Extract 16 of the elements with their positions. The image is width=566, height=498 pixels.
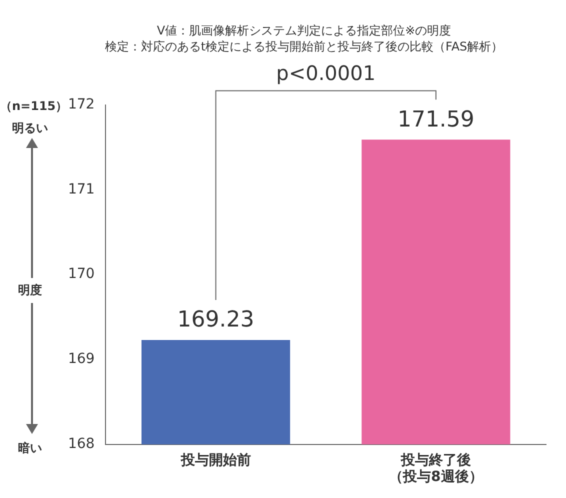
text: 暗い bbox=[18, 440, 42, 457]
y-tick-label: 168 bbox=[68, 436, 95, 452]
y-tick-label: 170 bbox=[68, 266, 95, 282]
text: （n=115） bbox=[0, 98, 68, 115]
y-axis-title: 明度 bbox=[18, 278, 42, 303]
data-label: 169.23 bbox=[177, 308, 254, 333]
chart-subtitle: 検定：対応のあるt検定による投与開始前と投与終了後の比較（FAS解析） bbox=[104, 40, 504, 54]
y-tick-label: 172 bbox=[68, 96, 95, 112]
chart-title: V値：肌画像解析システム判定による指定部位※の明度 bbox=[156, 23, 452, 38]
text: 明るい bbox=[12, 120, 48, 137]
x-tick-label: 投与開始前 bbox=[180, 452, 251, 468]
data-label: 171.59 bbox=[397, 107, 474, 132]
y-tick-label: 171 bbox=[68, 181, 95, 198]
y-tick-label: 169 bbox=[68, 351, 95, 368]
text: p<0.0001 bbox=[276, 61, 376, 86]
x-tick-label: 投与終了後（投与8週後） bbox=[389, 452, 483, 486]
